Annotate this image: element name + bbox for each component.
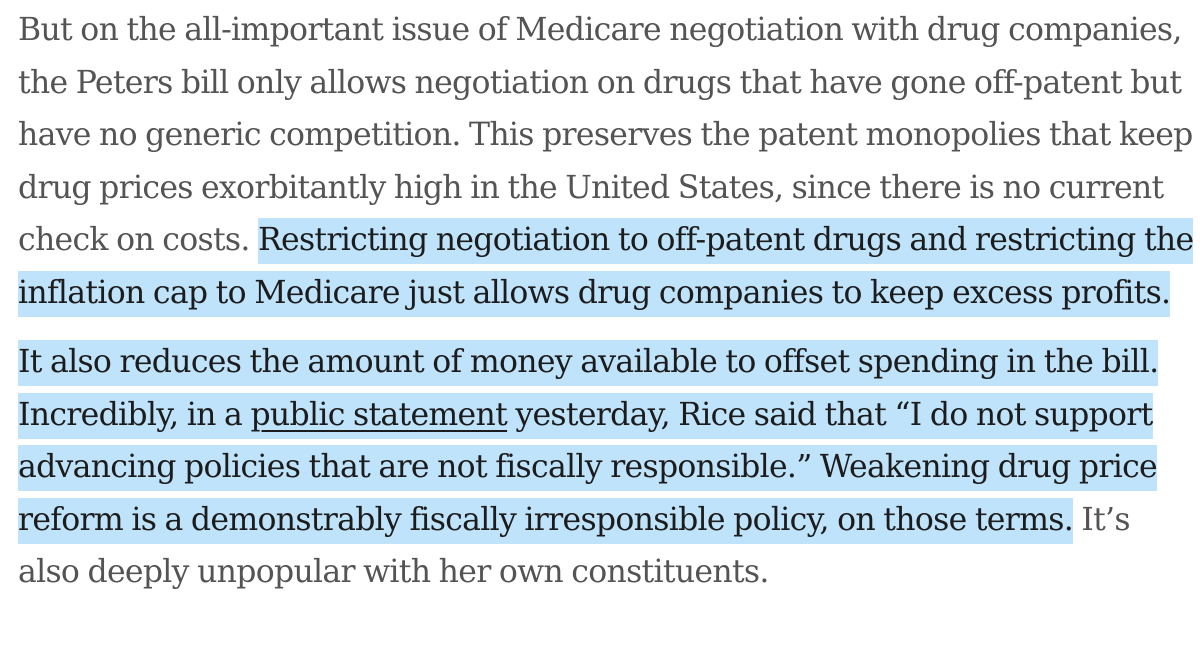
article-body: But on the all-important issue of Medica… xyxy=(18,4,1196,599)
highlighted-text-selection-2[interactable]: It also reduces the amount of money avai… xyxy=(18,340,1159,544)
paragraph-2-tail-text[interactable]: It’s also deeply unpopular with her own … xyxy=(18,501,1131,591)
paragraph-medicare-negotiation: But on the all-important issue of Medica… xyxy=(18,4,1196,319)
paragraph-1-text[interactable]: But on the all-important issue of Medica… xyxy=(18,12,1193,258)
highlighted-text-before-link[interactable]: It also reduces the amount of money avai… xyxy=(18,344,1159,433)
public-statement-link[interactable]: public statement xyxy=(250,396,508,433)
paragraph-fiscal-responsibility: It also reduces the amount of money avai… xyxy=(18,336,1196,599)
highlighted-text-after-link[interactable]: yesterday, Rice said that “I do not supp… xyxy=(18,396,1158,538)
